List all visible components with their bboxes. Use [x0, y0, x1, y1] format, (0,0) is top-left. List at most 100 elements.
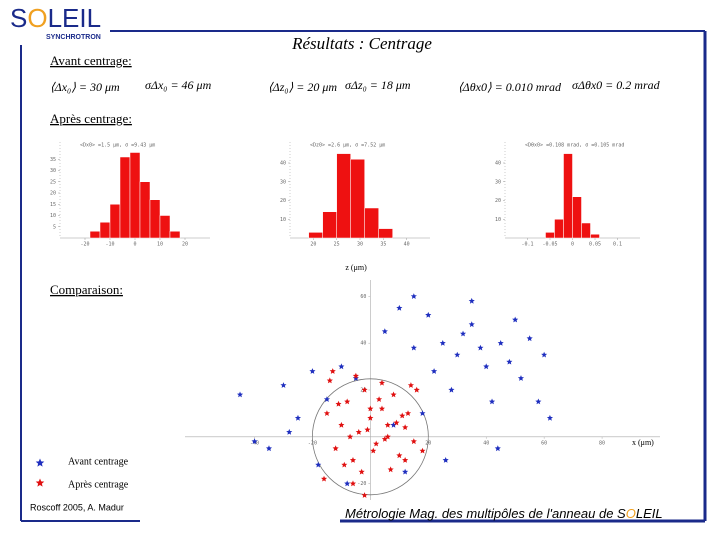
- point: [370, 447, 377, 454]
- bar: [149, 199, 161, 239]
- y-tick-label: 35: [50, 157, 56, 163]
- x-tick-label: 20: [182, 242, 188, 248]
- point: [341, 461, 348, 468]
- point: [381, 328, 388, 335]
- point: [326, 377, 333, 384]
- point: [419, 447, 426, 454]
- point: [266, 445, 272, 452]
- point: [402, 424, 409, 430]
- hist-stats: <Dθx0> =0.108 mrad, σ =0.105 mrad: [525, 143, 624, 149]
- point: [384, 433, 391, 440]
- point: [367, 414, 374, 421]
- point: [442, 457, 449, 463]
- point: [448, 386, 455, 393]
- section: Avant centrage:: [50, 53, 132, 68]
- axis-label: x (μm): [632, 438, 654, 447]
- point: [506, 358, 513, 365]
- bar: [563, 153, 573, 239]
- y-tick-label: 5: [53, 224, 56, 230]
- point: [344, 398, 351, 405]
- formula: ⟨Δz₀⟩ = 20 μm: [268, 80, 337, 94]
- point: [332, 445, 339, 452]
- point: [381, 435, 388, 442]
- formula: ⟨Δθx0⟩ = 0.010 mrad: [458, 80, 562, 94]
- point: [390, 391, 397, 398]
- y-tick-label: 20: [50, 191, 56, 197]
- point: [419, 410, 426, 416]
- bar: [129, 152, 141, 239]
- point: [541, 351, 548, 358]
- point: [396, 452, 403, 459]
- point: [431, 368, 438, 374]
- point: [396, 304, 403, 311]
- point: [355, 428, 362, 435]
- y-tick-label: 20: [280, 198, 286, 204]
- bar: [581, 222, 591, 239]
- point: [410, 344, 417, 351]
- x-tick-label: -20: [308, 440, 317, 446]
- bar: [119, 156, 131, 239]
- point: [402, 457, 409, 463]
- point: [367, 405, 374, 412]
- y-tick-label: 15: [50, 202, 56, 208]
- bar: [159, 215, 171, 239]
- section: Après centrage:: [50, 111, 132, 126]
- point: [286, 428, 293, 435]
- point: [329, 368, 336, 374]
- y-tick-label: 60: [360, 294, 366, 300]
- x-tick-label: 60: [541, 440, 547, 446]
- y-tick-label: 10: [280, 217, 286, 223]
- formula: ⟨Δx₀⟩ = 30 μm: [50, 80, 120, 94]
- legend-label: Avant centrage: [68, 456, 129, 467]
- y-tick-label: 40: [360, 341, 366, 347]
- point: [373, 440, 380, 447]
- point: [315, 461, 322, 468]
- point: [489, 398, 496, 405]
- x-tick-label: -10: [105, 242, 114, 248]
- point: [364, 426, 371, 433]
- x-tick-label: 0: [571, 242, 574, 248]
- point: [425, 311, 432, 318]
- logo-sub: SYNCHROTRON: [46, 34, 101, 41]
- bar: [554, 219, 564, 239]
- bar: [545, 232, 555, 239]
- y-tick-label: 30: [495, 179, 501, 185]
- point: [321, 475, 328, 482]
- x-tick-label: -0.1: [521, 242, 533, 248]
- x-tick-label: 80: [599, 440, 605, 446]
- axis-label: z (μm): [345, 263, 367, 272]
- point: [352, 372, 359, 379]
- formula: σΔθx0 = 0.2 mrad: [572, 78, 661, 92]
- x-tick-label: 0: [133, 242, 136, 248]
- point: [338, 363, 345, 370]
- section: Comparaison:: [50, 282, 123, 297]
- x-tick-label: -0.05: [542, 242, 557, 248]
- point: [323, 410, 330, 416]
- point: [390, 421, 397, 428]
- x-tick-label: 10: [157, 242, 163, 248]
- x-tick-label: 40: [404, 242, 410, 248]
- bar: [336, 153, 351, 239]
- formula: σΔx₀ = 46 μm: [145, 78, 212, 92]
- point: [535, 398, 542, 405]
- point: [402, 468, 409, 475]
- x-tick-label: 20: [310, 242, 316, 248]
- legend-marker: [35, 458, 45, 467]
- y-tick-label: 40: [280, 161, 286, 167]
- point: [335, 400, 342, 407]
- point: [387, 466, 394, 473]
- bar: [169, 231, 181, 239]
- point: [376, 396, 383, 402]
- bar: [572, 196, 582, 239]
- logo: SOLEIL: [10, 3, 101, 33]
- y-tick-label: -20: [357, 481, 366, 487]
- y-tick-label: 30: [50, 168, 56, 174]
- bar: [350, 159, 365, 239]
- point: [468, 321, 475, 328]
- bar: [139, 181, 151, 239]
- point: [483, 363, 490, 370]
- point: [460, 330, 467, 337]
- point: [439, 340, 446, 346]
- point: [338, 421, 345, 428]
